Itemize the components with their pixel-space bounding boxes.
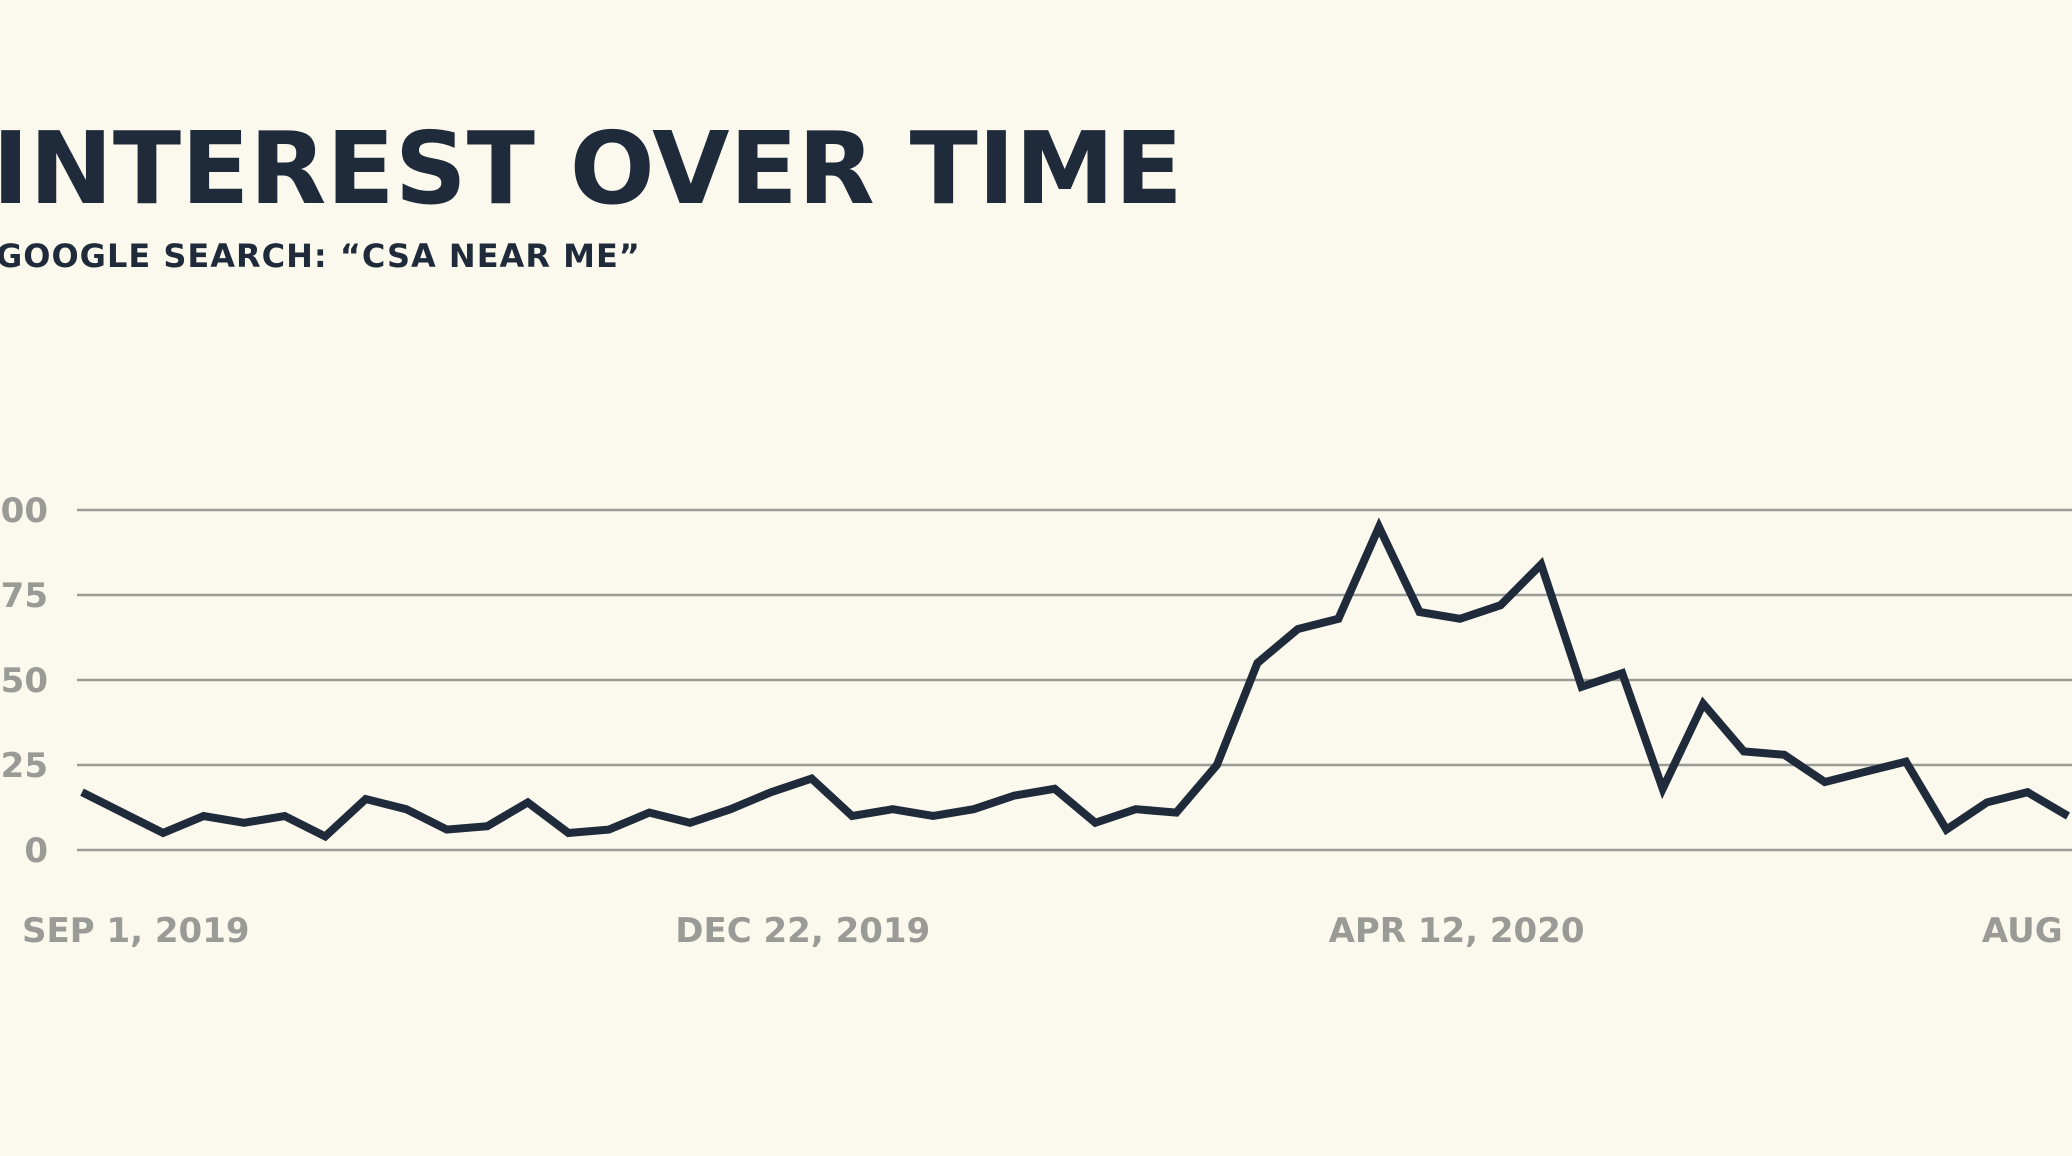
x-tick-label: APR 12, 2020 (1329, 911, 1585, 951)
x-tick-label: AUG 2, 2020 (1982, 911, 2072, 951)
chart-subtitle: GOOGLE SEARCH: “CSA NEAR ME” (0, 237, 641, 275)
x-tick-label: SEP 1, 2019 (22, 911, 250, 951)
y-tick-label: 25 (1, 746, 48, 786)
line (80, 517, 2071, 842)
y-tick-label: 100 (0, 491, 48, 531)
y-tick-label: 0 (24, 831, 48, 871)
y-tick-label: 75 (1, 576, 48, 616)
y-tick-label: 50 (1, 661, 48, 701)
x-tick-label: DEC 22, 2019 (675, 911, 930, 951)
chart-title: INTEREST OVER TIME (0, 110, 1183, 227)
